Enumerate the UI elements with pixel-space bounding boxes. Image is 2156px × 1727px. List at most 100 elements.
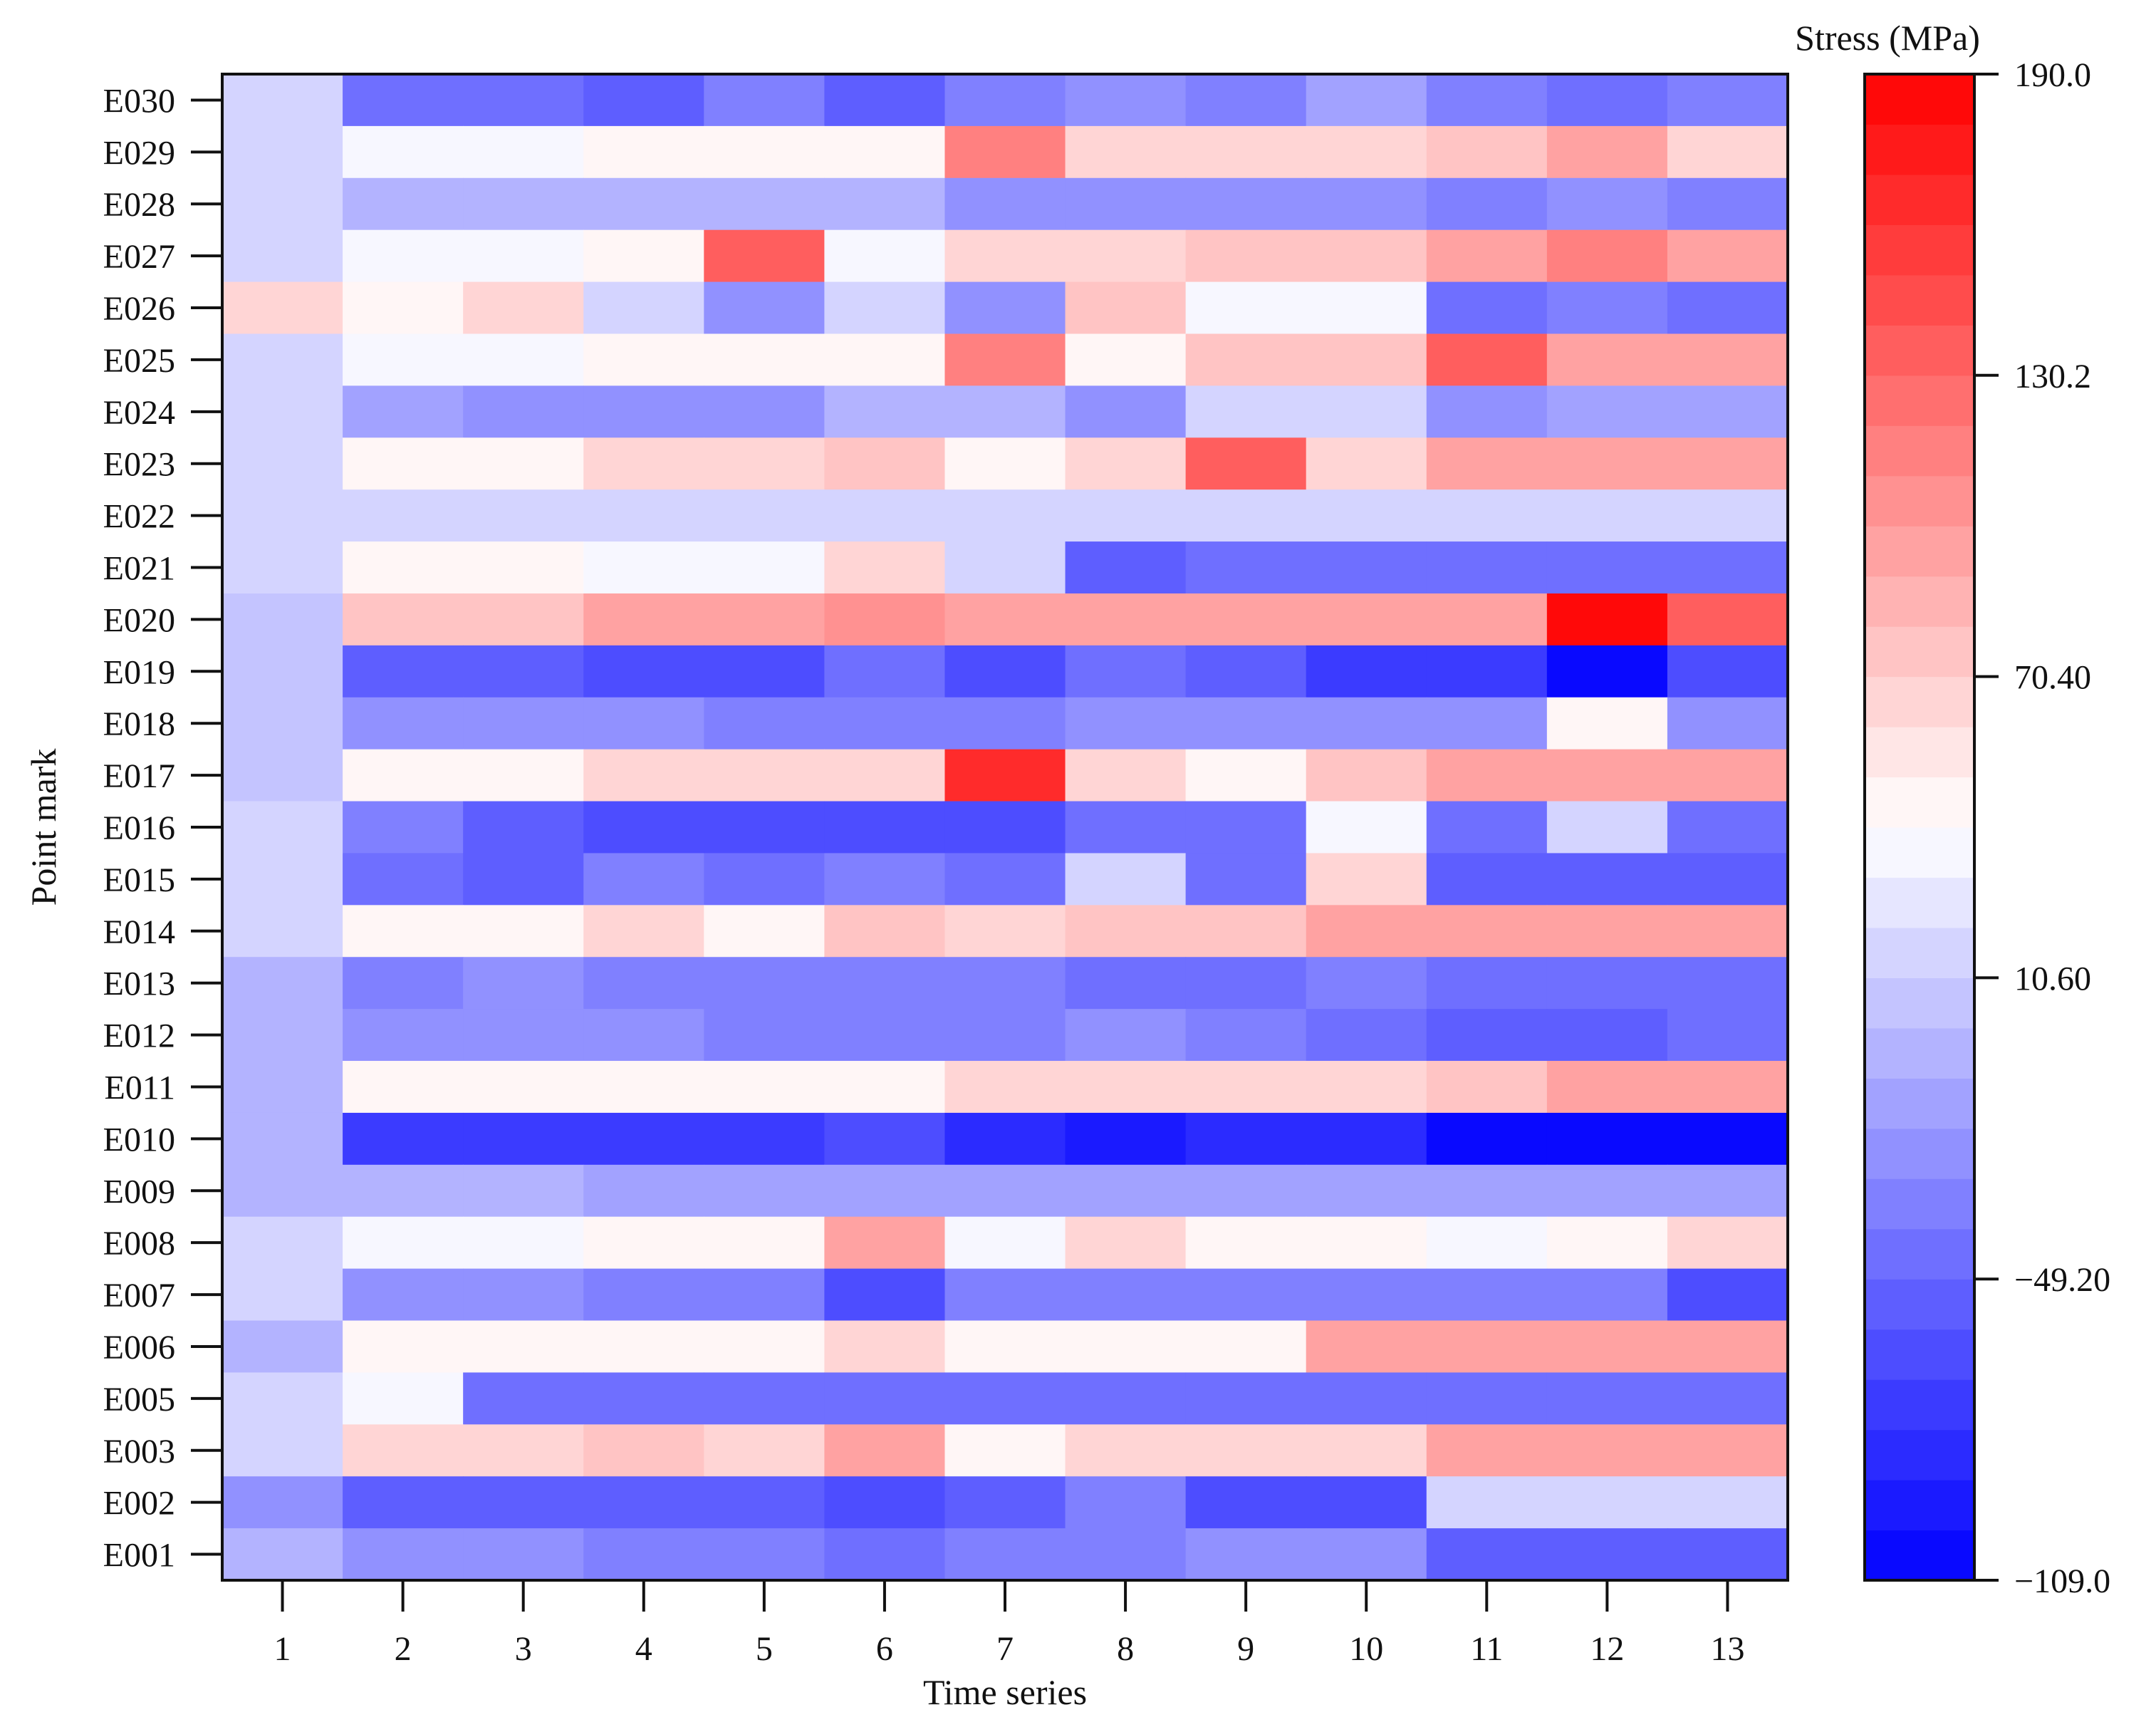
heatmap-cell <box>1065 281 1187 335</box>
heatmap-cell <box>1546 1424 1668 1477</box>
heatmap-cell <box>1546 281 1668 335</box>
colorbar-segment <box>1865 375 1974 426</box>
heatmap-cell <box>824 1164 946 1218</box>
heatmap-cell <box>1426 801 1548 854</box>
heatmap-cell <box>944 74 1066 127</box>
heatmap-cell <box>1185 697 1307 750</box>
heatmap-cell <box>944 1216 1066 1270</box>
heatmap-cell <box>1306 593 1427 646</box>
colorbar-segment <box>1865 626 1974 678</box>
heatmap-cell <box>824 74 946 127</box>
heatmap-cell <box>1546 1372 1668 1425</box>
heatmap-cell <box>222 957 343 1010</box>
heatmap-cell <box>1667 74 1788 127</box>
heatmap-cell <box>1065 593 1187 646</box>
y-tick-label: E006 <box>103 1329 175 1366</box>
heatmap-cell <box>1306 1009 1427 1062</box>
heatmap-cell <box>1185 645 1307 698</box>
heatmap-cell <box>343 645 464 698</box>
heatmap-cell <box>463 1216 584 1270</box>
heatmap-cell <box>222 385 343 438</box>
heatmap-cell <box>343 957 464 1010</box>
x-tick-label: 2 <box>395 1630 412 1668</box>
heatmap-cell <box>704 1216 825 1270</box>
heatmap-cell <box>1306 801 1427 854</box>
heatmap-cell <box>1306 74 1427 127</box>
heatmap-cell <box>1546 177 1668 231</box>
heatmap-cell <box>583 645 704 698</box>
heatmap-cell <box>1185 1216 1307 1270</box>
heatmap-cell <box>704 385 825 438</box>
heatmap-cell <box>704 74 825 127</box>
x-tick-label: 11 <box>1470 1630 1503 1668</box>
heatmap-cell <box>1546 1268 1668 1322</box>
heatmap-cell <box>1667 1528 1788 1581</box>
colorbar-tick-label: 190.0 <box>2014 56 2091 94</box>
heatmap-cell <box>463 385 584 438</box>
heatmap-cell <box>583 801 704 854</box>
heatmap-cell <box>1426 1528 1548 1581</box>
heatmap-cell <box>1065 74 1187 127</box>
colorbar <box>1865 74 1974 1581</box>
heatmap-cell <box>1667 905 1788 958</box>
heatmap-cell <box>1185 1476 1307 1529</box>
heatmap-cell <box>1546 229 1668 283</box>
heatmap-cell <box>583 1372 704 1425</box>
heatmap-cell <box>1667 1268 1788 1322</box>
heatmap-cell <box>1306 125 1427 179</box>
heatmap-cell <box>1667 957 1788 1010</box>
y-tick-label: E015 <box>103 861 175 899</box>
heatmap-cell <box>1065 125 1187 179</box>
heatmap-cell <box>1426 957 1548 1010</box>
heatmap-cell <box>1185 749 1307 802</box>
colorbar-segment <box>1865 124 1974 175</box>
heatmap-cell <box>944 1528 1066 1581</box>
heatmap-cell <box>1667 229 1788 283</box>
heatmap-cell <box>222 1009 343 1062</box>
heatmap-cell <box>583 541 704 594</box>
heatmap-cell <box>463 74 584 127</box>
colorbar-segment <box>1865 1480 1974 1531</box>
heatmap-cell <box>704 125 825 179</box>
heatmap-cell <box>1065 749 1187 802</box>
heatmap-cell <box>704 1320 825 1374</box>
x-tick-label: 1 <box>274 1630 291 1668</box>
heatmap-cell <box>463 177 584 231</box>
heatmap-cell <box>944 905 1066 958</box>
heatmap-cell <box>1065 1009 1187 1062</box>
y-tick-label: E019 <box>103 653 175 691</box>
heatmap-cell <box>1065 957 1187 1010</box>
heatmap-cell <box>704 697 825 750</box>
heatmap-cell <box>944 437 1066 490</box>
heatmap-cell <box>1065 1476 1187 1529</box>
heatmap-cell <box>1426 1320 1548 1374</box>
heatmap-cell <box>222 1476 343 1529</box>
heatmap-cell <box>1185 1320 1307 1374</box>
heatmap-cell <box>463 1268 584 1322</box>
heatmap-cell <box>1065 489 1187 542</box>
heatmap-cell <box>343 281 464 335</box>
heatmap-cell <box>1185 281 1307 335</box>
heatmap-cell <box>944 541 1066 594</box>
heatmap-cell <box>1426 489 1548 542</box>
heatmap-cell <box>463 125 584 179</box>
heatmap-cell <box>1546 489 1668 542</box>
heatmap-cell <box>343 1372 464 1425</box>
heatmap-cell <box>1306 177 1427 231</box>
x-tick-label: 3 <box>515 1630 532 1668</box>
colorbar-frame <box>1863 73 1976 1582</box>
heatmap-cell <box>1306 853 1427 906</box>
heatmap-cell <box>1185 541 1307 594</box>
heatmap-cell <box>1426 593 1548 646</box>
y-tick-label: E028 <box>103 186 175 224</box>
heatmap-cell <box>824 1372 946 1425</box>
heatmap-cell <box>343 749 464 802</box>
heatmap-cell <box>463 1424 584 1477</box>
heatmap-cell <box>222 1061 343 1114</box>
heatmap-cell <box>583 1112 704 1166</box>
heatmap-cell <box>1546 593 1668 646</box>
y-tick-label: E025 <box>103 342 175 380</box>
heatmap-cell <box>824 177 946 231</box>
heatmap-cell <box>583 1216 704 1270</box>
colorbar-segment <box>1865 1128 1974 1179</box>
